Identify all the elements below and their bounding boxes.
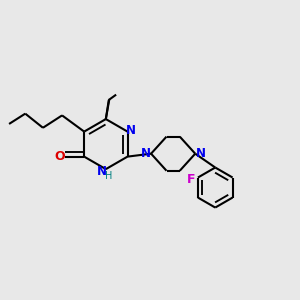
- Text: N: N: [196, 147, 206, 160]
- Text: N: N: [97, 165, 107, 178]
- Text: H: H: [104, 171, 112, 181]
- Text: F: F: [187, 172, 196, 185]
- Text: O: O: [54, 149, 65, 163]
- Text: N: N: [141, 147, 151, 160]
- Text: N: N: [126, 124, 136, 136]
